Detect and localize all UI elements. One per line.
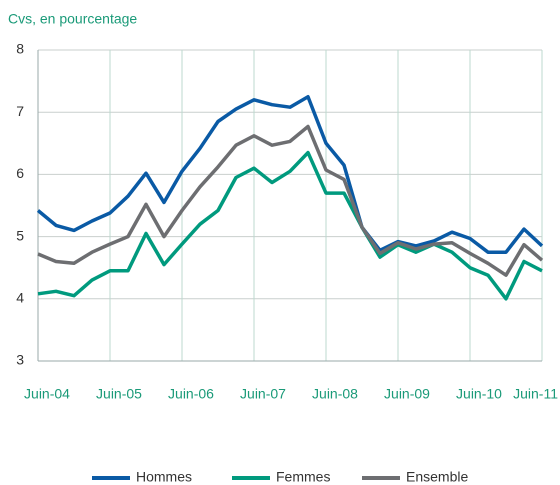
legend-label: Ensemble xyxy=(406,469,468,485)
line-series xyxy=(37,124,544,277)
x-tick-label: Juin-09 xyxy=(384,386,430,402)
y-tick-label: 7 xyxy=(16,103,24,119)
y-tick-label: 8 xyxy=(16,41,24,57)
line-series xyxy=(36,94,544,254)
y-axis-title: Cvs, en pourcentage xyxy=(8,11,137,27)
x-tick-label: Juin-10 xyxy=(456,386,502,402)
x-tick-label: Juin-11 xyxy=(513,386,558,402)
legend-label: Hommes xyxy=(136,469,192,485)
legend-label: Femmes xyxy=(276,469,330,485)
y-tick-label: 6 xyxy=(16,165,24,181)
x-tick-label: Juin-07 xyxy=(240,386,286,402)
y-tick-label: 4 xyxy=(16,290,24,306)
y-tick-label: 5 xyxy=(16,227,24,243)
x-tick-label: Juin-04 xyxy=(24,386,70,402)
x-tick-label: Juin-08 xyxy=(312,386,358,402)
x-tick-label: Juin-06 xyxy=(168,386,214,402)
line-series xyxy=(37,150,543,301)
y-tick-label: 3 xyxy=(16,352,24,368)
x-tick-label: Juin-05 xyxy=(96,386,142,402)
